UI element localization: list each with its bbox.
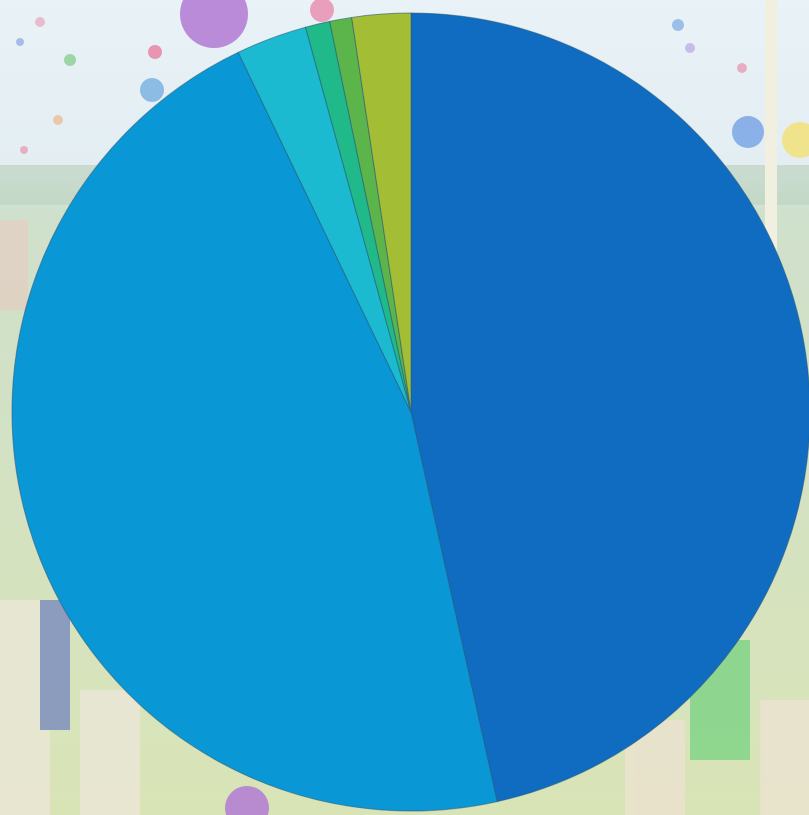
pie-slice-6 [351, 12, 412, 413]
pie-slice-2 [11, 51, 498, 812]
pole [765, 0, 777, 260]
pie-slices [11, 12, 809, 812]
balloons [16, 0, 809, 815]
pie-slice-1 [410, 12, 809, 803]
